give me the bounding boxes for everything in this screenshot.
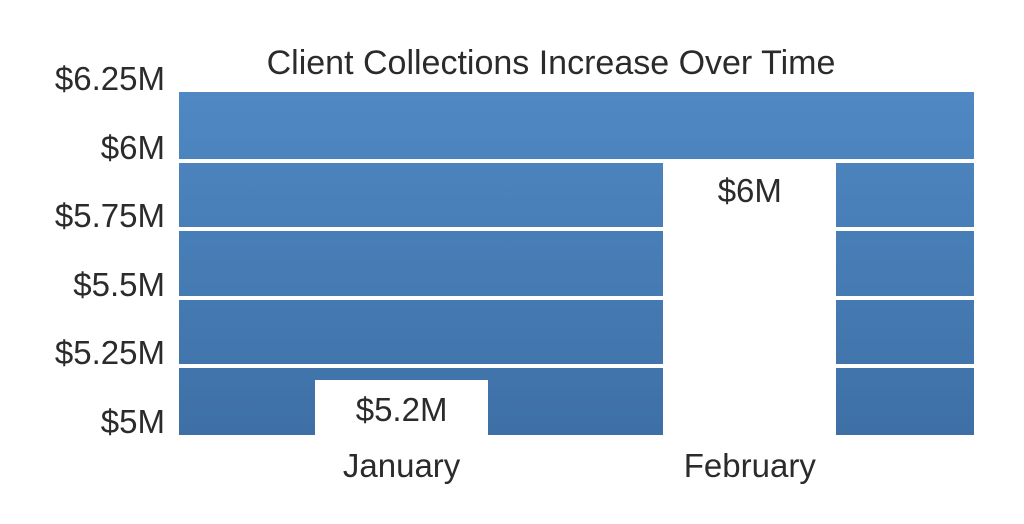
gridline-5-5m <box>179 295 974 300</box>
y-tick-label-6m: $6M <box>100 128 165 166</box>
y-tick-label-6-25m: $6.25M <box>54 60 165 97</box>
gridline-5-75m <box>179 227 974 232</box>
y-tick-label-5-75m: $5.75M <box>54 197 165 235</box>
bar-february <box>663 160 837 435</box>
y-tick-label-5-5m: $5.5M <box>73 265 165 303</box>
chart-title: Client Collections Increase Over Time <box>266 44 836 82</box>
x-tick-label-january: January <box>342 447 461 484</box>
bar-value-label-february: $6M <box>717 171 782 209</box>
bar-january <box>314 380 489 435</box>
x-tick-label-february: February <box>683 447 816 484</box>
y-tick-label-5m: $5M <box>100 403 165 440</box>
gridline-5-25m <box>179 364 974 369</box>
y-tick-label-5-25m: $5.25M <box>54 334 165 372</box>
plot-area: $5.2M $6M <box>179 92 974 435</box>
bar-value-label-january: $5.2M <box>355 391 448 429</box>
gridline-6m <box>179 158 974 163</box>
